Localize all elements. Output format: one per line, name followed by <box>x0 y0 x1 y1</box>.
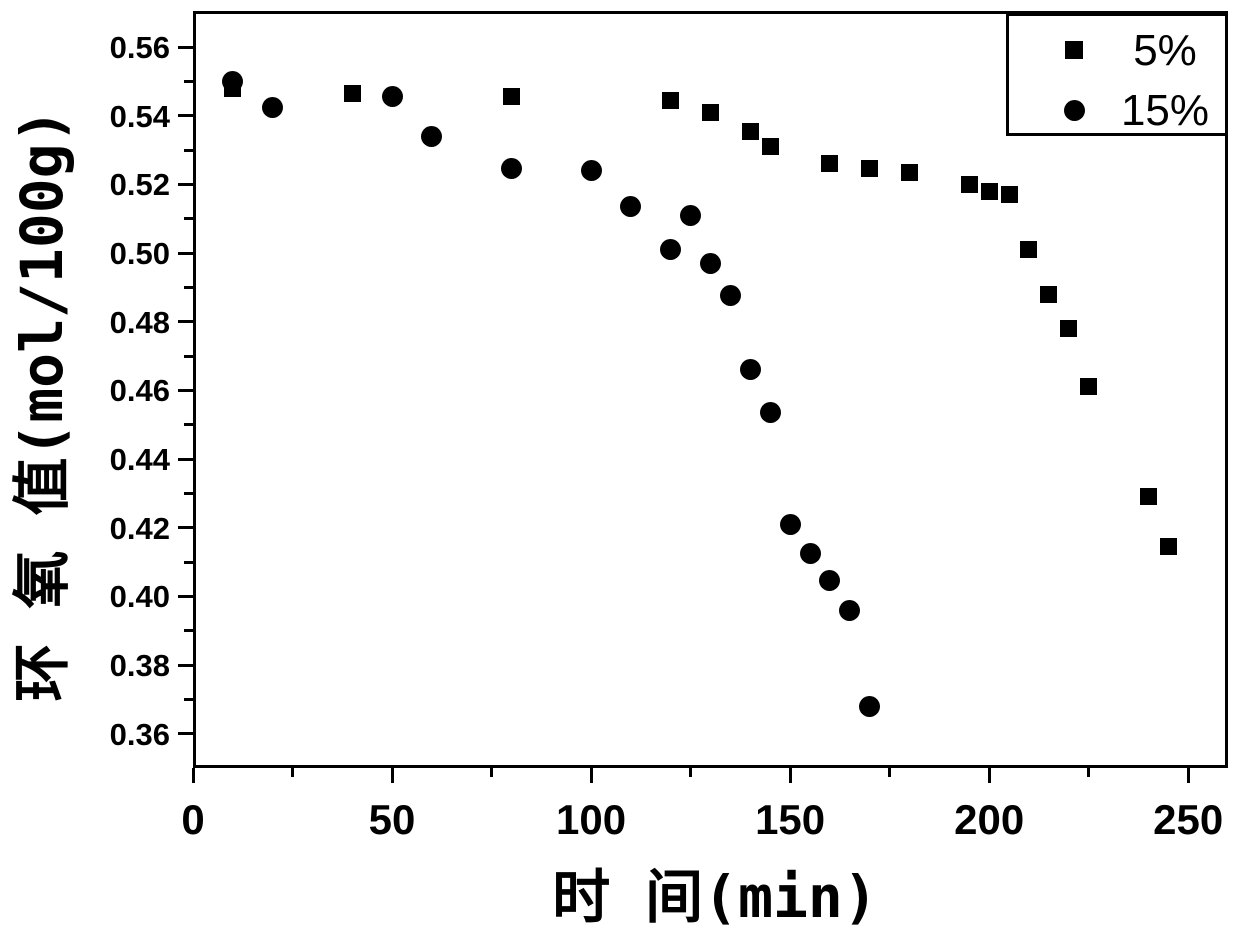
y-minor-tick <box>184 423 193 427</box>
data-point-15pct <box>381 86 403 108</box>
x-tick-label: 200 <box>954 796 1025 843</box>
legend-label-5pct: 5% <box>1133 26 1197 75</box>
x-major-tick <box>788 768 792 783</box>
data-point-5pct <box>1080 378 1098 396</box>
x-major-tick <box>1186 768 1190 783</box>
data-point-15pct <box>859 695 881 717</box>
data-point-5pct <box>662 91 680 109</box>
data-point-15pct <box>739 359 761 381</box>
x-tick-label: 150 <box>755 796 826 843</box>
y-minor-tick <box>184 285 193 289</box>
x-tick-label: 0 <box>181 796 205 843</box>
x-minor-tick <box>888 768 892 777</box>
y-minor-tick <box>184 491 193 495</box>
data-point-5pct <box>702 103 719 121</box>
y-minor-tick <box>184 629 193 633</box>
y-major-tick <box>178 594 193 598</box>
circle-marker-icon <box>1064 100 1085 121</box>
y-minor-tick <box>184 354 193 358</box>
data-point-15pct <box>421 125 443 147</box>
data-point-5pct <box>1000 186 1018 204</box>
data-point-5pct <box>761 138 779 156</box>
square-marker-icon <box>1065 41 1083 59</box>
y-minor-tick <box>184 148 193 152</box>
x-axis-title: 时 间(min) <box>552 863 878 931</box>
y-minor-tick <box>184 697 193 701</box>
y-minor-tick <box>184 217 193 221</box>
data-point-15pct <box>719 285 741 307</box>
data-point-15pct <box>500 158 522 180</box>
y-major-tick <box>178 320 193 324</box>
y-major-tick <box>178 114 193 118</box>
data-point-5pct <box>502 88 520 106</box>
y-major-tick <box>178 388 193 392</box>
data-point-5pct <box>1060 320 1078 338</box>
y-tick-label: 0.42 <box>109 510 170 546</box>
y-tick-label: 0.54 <box>109 98 170 134</box>
y-major-tick <box>178 45 193 49</box>
y-tick-label: 0.52 <box>109 167 170 203</box>
data-point-5pct <box>821 155 839 173</box>
data-point-15pct <box>799 542 821 564</box>
data-point-5pct <box>861 160 879 178</box>
y-major-tick <box>178 732 193 736</box>
data-point-15pct <box>580 160 602 182</box>
x-major-tick <box>987 768 991 783</box>
x-tick-label: 100 <box>556 796 627 843</box>
data-point-15pct <box>779 513 801 535</box>
legend: 5% 15% <box>1006 13 1228 136</box>
y-tick-label: 0.48 <box>109 304 170 340</box>
x-tick-label: 50 <box>368 796 416 843</box>
y-axis-title: 环 氧 值(mol/100g) <box>8 108 76 702</box>
legend-label-15pct: 15% <box>1120 86 1210 135</box>
data-point-5pct <box>1040 285 1058 303</box>
y-major-tick <box>178 457 193 461</box>
y-tick-label: 0.56 <box>109 30 170 66</box>
x-major-tick <box>589 768 593 783</box>
data-point-5pct <box>1139 488 1157 506</box>
data-point-15pct <box>700 252 721 274</box>
data-point-5pct <box>741 122 759 140</box>
y-major-tick <box>178 663 193 667</box>
y-minor-tick <box>184 79 193 83</box>
y-major-tick <box>178 526 193 530</box>
data-point-15pct <box>759 402 781 424</box>
x-minor-tick <box>291 768 295 777</box>
data-point-15pct <box>222 70 244 92</box>
data-point-15pct <box>839 599 861 621</box>
y-tick-label: 0.38 <box>109 648 170 683</box>
data-point-5pct <box>1159 538 1177 556</box>
data-point-5pct <box>980 182 998 200</box>
data-point-5pct <box>960 175 978 193</box>
data-point-5pct <box>901 163 919 181</box>
data-point-15pct <box>660 239 682 261</box>
data-point-5pct <box>343 84 361 102</box>
data-point-15pct <box>620 196 642 218</box>
y-major-tick <box>178 182 193 186</box>
y-tick-label: 0.44 <box>109 442 170 478</box>
y-tick-label: 0.40 <box>109 579 170 615</box>
x-major-tick <box>191 768 195 783</box>
x-minor-tick <box>689 768 693 777</box>
y-minor-tick <box>184 560 193 564</box>
y-major-tick <box>178 251 193 255</box>
y-tick-label: 0.36 <box>109 716 170 752</box>
x-minor-tick <box>1087 768 1091 777</box>
x-tick-label: 250 <box>1153 796 1224 843</box>
y-tick-label: 0.50 <box>109 236 170 272</box>
data-point-5pct <box>1020 241 1038 259</box>
x-major-tick <box>390 768 394 783</box>
data-point-15pct <box>680 204 702 226</box>
plot-area <box>193 11 1228 768</box>
data-point-15pct <box>262 96 284 118</box>
x-minor-tick <box>490 768 494 777</box>
data-point-15pct <box>819 570 841 592</box>
y-tick-label: 0.46 <box>109 373 170 409</box>
